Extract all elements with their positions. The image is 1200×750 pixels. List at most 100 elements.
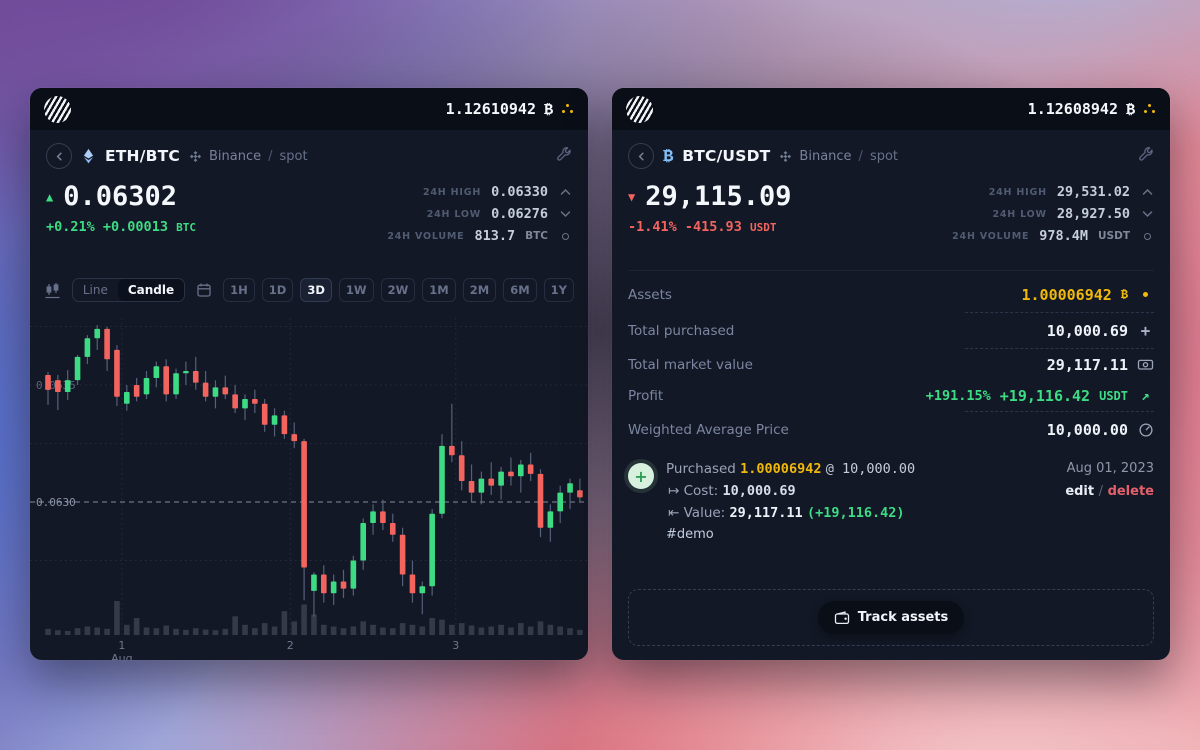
row-profit: Profit +191.15% +19,116.42 USDT ↗	[628, 380, 1154, 411]
timeframe-1w[interactable]: 1W	[338, 278, 374, 302]
breadcrumb-separator: /	[858, 148, 863, 164]
arrow-to-bar-icon: ⇤	[668, 505, 680, 521]
profit-unit: USDT	[1099, 388, 1128, 403]
total-balance: 1.12608942 ₿	[1028, 100, 1156, 119]
chart-type-toggle: Line Candle	[71, 278, 186, 302]
value-amount: 29,117.11	[729, 505, 803, 521]
transaction-meta: Aug 01, 2023 edit / delete	[1065, 461, 1154, 542]
track-assets-dropzone: Track assets	[628, 589, 1154, 646]
price-and-stats: ▼ 29,115.09 -1.41% -415.93 USDT 24H HIGH…	[612, 169, 1170, 244]
price-change: -1.41% -415.93 USDT	[628, 219, 792, 235]
stat-value: 813.7	[474, 228, 516, 244]
timeframe-1h[interactable]: 1H	[223, 278, 255, 302]
delete-link[interactable]: delete	[1107, 484, 1154, 499]
stat-label: 24H VOLUME	[387, 230, 465, 242]
change-abs: -415.93	[684, 219, 742, 235]
asset-rows: Assets 1.00006942 ₿ Total purchased 10,00…	[628, 270, 1154, 447]
timeframe-1m[interactable]: 1M	[422, 278, 456, 302]
value-gain: (+19,116.42)	[806, 505, 905, 521]
txn-price: @ 10,000.00	[825, 461, 916, 477]
chevron-down-icon[interactable]	[558, 210, 572, 218]
pair-title: ETH/BTC	[105, 147, 180, 165]
circle-toggle-icon[interactable]	[558, 232, 572, 240]
circle-toggle-icon[interactable]	[1140, 232, 1154, 240]
btc-icon: ₿	[663, 145, 674, 166]
market-type[interactable]: spot	[869, 148, 899, 164]
row-assets: Assets 1.00006942 ₿	[628, 277, 1154, 312]
purchase-plus-badge: +	[628, 463, 654, 489]
txn-amount: 1.00006942	[740, 461, 822, 477]
chevron-up-icon[interactable]	[558, 188, 572, 196]
gold-dot-icon[interactable]	[1137, 291, 1154, 298]
price-and-stats: ▲ 0.06302 +0.21% +0.00013 BTC 24H HIGH 0…	[30, 169, 588, 244]
plus-icon[interactable]: +	[1140, 320, 1151, 340]
stat-unit: BTC	[525, 230, 548, 242]
chart-type-candle[interactable]: Candle	[117, 279, 185, 301]
row-weighted-avg-price: Weighted Average Price 10,000.00	[628, 412, 1154, 447]
row-label: Assets	[628, 286, 672, 303]
wap-amount: 10,000.00	[1046, 420, 1128, 439]
gauge-icon[interactable]	[1137, 422, 1154, 438]
price-block: ▲ 0.06302 +0.21% +0.00013 BTC	[46, 181, 196, 244]
eth-btc-widget: 1.12610942 ₿ ETH/BTC Binance / spot ▲	[30, 88, 588, 660]
timeframe-2w[interactable]: 2W	[380, 278, 416, 302]
exchange-name[interactable]: Binance	[799, 148, 852, 164]
calendar-icon[interactable]	[192, 279, 216, 301]
arrow-up-right-icon[interactable]: ↗	[1141, 387, 1150, 404]
stat-label: 24H LOW	[426, 208, 482, 220]
stat-value: 29,531.02	[1056, 184, 1130, 200]
binance-icon	[780, 150, 792, 162]
exchange-name[interactable]: Binance	[208, 148, 262, 164]
pair-header: ₿ BTC/USDT Binance / spot	[612, 130, 1170, 169]
transaction-item: + Purchased 1.00006942 @ 10,000.00 ↦ Cos…	[628, 461, 1154, 542]
btc-usdt-widget: 1.12608942 ₿ ₿ BTC/USDT Binance / spot ▼ …	[612, 88, 1170, 660]
svg-text:0.0630: 0.0630	[36, 496, 76, 509]
row-label: Total purchased	[628, 322, 735, 339]
market-type[interactable]: spot	[279, 148, 308, 164]
stat-label: 24H HIGH	[422, 186, 482, 198]
settings-wrench-icon[interactable]	[556, 146, 572, 166]
chevron-left-icon	[56, 152, 62, 160]
profit-amount: +19,116.42	[999, 386, 1091, 405]
dots-cluster-icon[interactable]	[561, 103, 574, 115]
transaction-cost: ↦ Cost: 10,000.69	[666, 483, 1053, 499]
back-button[interactable]	[46, 143, 72, 169]
breadcrumb-separator: /	[268, 148, 273, 164]
track-assets-button[interactable]: Track assets	[817, 601, 965, 634]
timeframe-3d[interactable]: 3D	[300, 278, 332, 302]
timeframe-2m[interactable]: 2M	[462, 278, 497, 302]
chart-type-line[interactable]: Line	[82, 283, 108, 297]
app-logo[interactable]	[44, 95, 71, 123]
dots-cluster-icon[interactable]	[1143, 103, 1156, 115]
timeframe-6m[interactable]: 6M	[503, 278, 537, 302]
change-pct: -1.41%	[628, 219, 677, 235]
app-logo[interactable]	[626, 95, 653, 123]
transaction-tag[interactable]: #demo	[666, 527, 714, 542]
stat-label: 24H LOW	[992, 208, 1047, 220]
banknote-icon[interactable]	[1137, 357, 1154, 372]
stat-24h-volume: 24H VOLUME 978.4M USDT	[952, 228, 1154, 244]
current-price: ▲ 0.06302	[46, 181, 196, 212]
edit-link[interactable]: edit	[1065, 484, 1095, 499]
stat-value: 0.06276	[491, 206, 548, 222]
settings-wrench-icon[interactable]	[1138, 146, 1154, 166]
market-value-amount: 29,117.11	[1046, 355, 1128, 374]
stat-value: 28,927.50	[1056, 206, 1130, 222]
candlestick-chart-icon[interactable]	[40, 279, 65, 302]
back-button[interactable]	[628, 143, 654, 169]
widget-topbar: 1.12608942 ₿	[612, 88, 1170, 130]
stat-24h-volume: 24H VOLUME 813.7 BTC	[387, 228, 572, 244]
total-balance: 1.12610942 ₿	[446, 100, 574, 119]
row-divider	[964, 411, 1154, 412]
timeframe-1y[interactable]: 1Y	[543, 278, 574, 302]
stat-label: 24H VOLUME	[952, 230, 1030, 242]
chevron-down-icon[interactable]	[1140, 210, 1154, 218]
stat-label: 24H HIGH	[988, 186, 1047, 198]
timeframe-1d[interactable]: 1D	[261, 278, 294, 302]
current-price: ▼ 29,115.09	[628, 181, 792, 212]
chevron-up-icon[interactable]	[1140, 188, 1154, 196]
transaction-details: Purchased 1.00006942 @ 10,000.00 ↦ Cost:…	[666, 461, 1053, 542]
row-label: Total market value	[628, 356, 753, 373]
eth-icon	[83, 148, 94, 164]
